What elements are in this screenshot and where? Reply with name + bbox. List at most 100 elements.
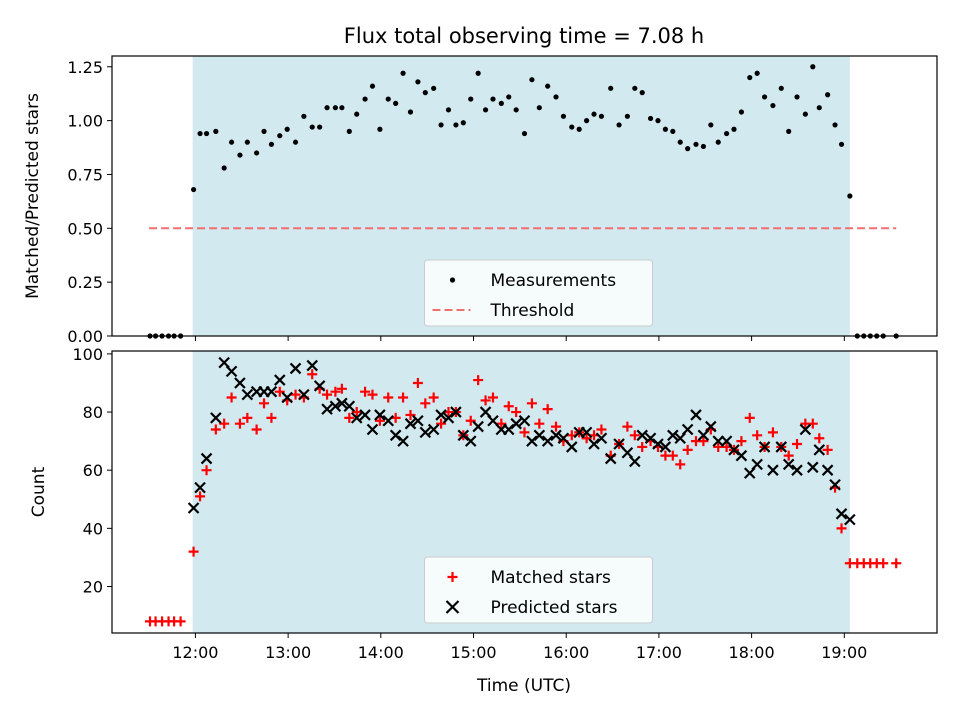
- data-point: [290, 389, 301, 400]
- legend-label: Matched stars: [491, 568, 611, 588]
- data-point: [188, 546, 199, 557]
- y-tick-label: 100: [72, 345, 103, 364]
- data-point: [187, 502, 200, 514]
- data-point: [807, 418, 818, 429]
- data-point: [821, 464, 834, 476]
- data-point: [542, 404, 553, 415]
- data-point: [770, 102, 776, 109]
- data-point: [415, 79, 421, 85]
- legend: Measurements Threshold: [424, 259, 653, 327]
- data-point: [629, 455, 641, 468]
- data-point: [317, 124, 323, 130]
- data-point: [336, 383, 347, 394]
- data-point: [226, 392, 237, 403]
- data-point: [400, 70, 406, 76]
- data-point: [298, 388, 310, 401]
- data-point: [210, 424, 221, 435]
- data-point: [667, 429, 679, 442]
- data-point: [277, 133, 283, 139]
- data-point: [422, 90, 428, 96]
- data-point: [518, 414, 531, 427]
- data-point: [675, 459, 686, 470]
- data-point: [436, 418, 447, 429]
- data-point: [595, 432, 608, 444]
- data-point: [596, 424, 607, 435]
- data-point: [526, 435, 538, 447]
- data-point: [389, 429, 402, 442]
- data-point: [460, 120, 466, 126]
- x-tick-label: 13:00: [265, 643, 311, 662]
- data-point: [219, 418, 230, 429]
- data-point: [201, 465, 212, 476]
- data-point: [792, 439, 803, 450]
- legend-label: Threshold: [490, 301, 575, 321]
- data-point: [251, 424, 262, 435]
- legend-box: [424, 259, 653, 327]
- x-tick-label: 18:00: [729, 643, 775, 662]
- data-point: [472, 420, 484, 433]
- series-measurements: [147, 64, 899, 339]
- data-point: [652, 438, 664, 450]
- data-point: [398, 392, 409, 403]
- data-point: [309, 124, 315, 130]
- data-point: [194, 481, 206, 494]
- data-point: [629, 430, 640, 441]
- data-point: [644, 432, 657, 444]
- data-point: [580, 426, 593, 439]
- data-point: [482, 107, 489, 113]
- data-point: [662, 126, 668, 132]
- x-tick-label: 14:00: [358, 643, 404, 662]
- legend-marker: [449, 277, 456, 283]
- data-point: [362, 96, 368, 102]
- data-point: [838, 141, 845, 147]
- data-point: [438, 122, 444, 128]
- data-point: [807, 461, 819, 474]
- data-point: [584, 118, 590, 124]
- data-point: [428, 392, 439, 403]
- y-tick-label: 60: [83, 461, 103, 480]
- data-point: [237, 152, 243, 158]
- data-point: [799, 423, 812, 436]
- data-point: [412, 414, 424, 427]
- data-point: [336, 397, 348, 410]
- data-point: [329, 400, 342, 413]
- data-point: [457, 429, 470, 442]
- data-point: [581, 433, 592, 444]
- data-point: [359, 409, 371, 421]
- data-point: [533, 429, 546, 442]
- data-point: [529, 77, 535, 83]
- data-point: [366, 423, 379, 436]
- data-point: [374, 415, 385, 426]
- data-point: [210, 412, 222, 424]
- data-point: [813, 444, 826, 456]
- data-point: [751, 458, 763, 471]
- data-point: [344, 412, 355, 423]
- data-point: [503, 401, 514, 412]
- data-point: [383, 392, 394, 403]
- data-point: [557, 432, 570, 444]
- data-point: [541, 435, 554, 447]
- data-point: [266, 412, 277, 423]
- data-point: [810, 64, 816, 70]
- data-point: [647, 115, 654, 122]
- data-point: [655, 118, 661, 124]
- data-point: [835, 508, 848, 520]
- data-point: [636, 429, 649, 442]
- data-point: [844, 513, 856, 526]
- data-point: [475, 70, 481, 76]
- data-point: [565, 441, 578, 453]
- data-point: [767, 464, 779, 476]
- data-point: [550, 429, 562, 442]
- data-point: [431, 85, 437, 91]
- legend-marker: [445, 600, 460, 614]
- data-point: [624, 113, 630, 119]
- data-point: [367, 389, 378, 400]
- data-point: [747, 74, 753, 81]
- data-point: [715, 139, 721, 145]
- data-point: [659, 441, 672, 453]
- data-point: [802, 111, 808, 117]
- data-point: [473, 375, 484, 386]
- data-point: [450, 406, 462, 418]
- data-point: [190, 186, 197, 193]
